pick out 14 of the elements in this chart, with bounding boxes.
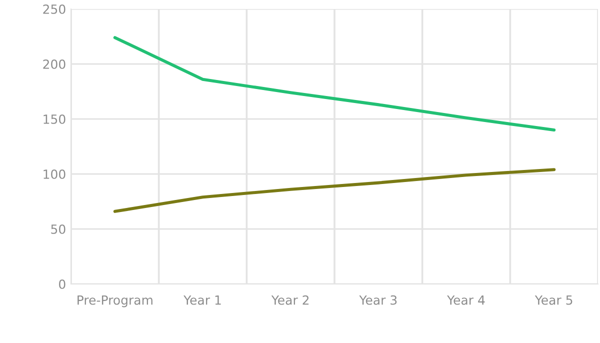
x-tick-label: Pre-Program <box>78 295 152 308</box>
x-tick-label: Year 2 <box>271 295 309 305</box>
y-tick-label: 200 <box>43 59 66 69</box>
line-series <box>113 36 556 132</box>
x-tick-label: Year 1 <box>184 295 221 305</box>
y-tick-label: 50 <box>51 224 66 234</box>
y-tick-label: 0 <box>59 279 66 289</box>
y-tick-label: 150 <box>44 114 66 124</box>
y-tick-label: 250 <box>43 4 66 14</box>
y-tick-label: 100 <box>44 169 66 179</box>
line-series <box>113 168 556 213</box>
x-tick-label: Year 5 <box>534 295 572 305</box>
x-tick-label: Year 3 <box>359 295 397 305</box>
x-tick-label: Year 4 <box>447 295 485 305</box>
